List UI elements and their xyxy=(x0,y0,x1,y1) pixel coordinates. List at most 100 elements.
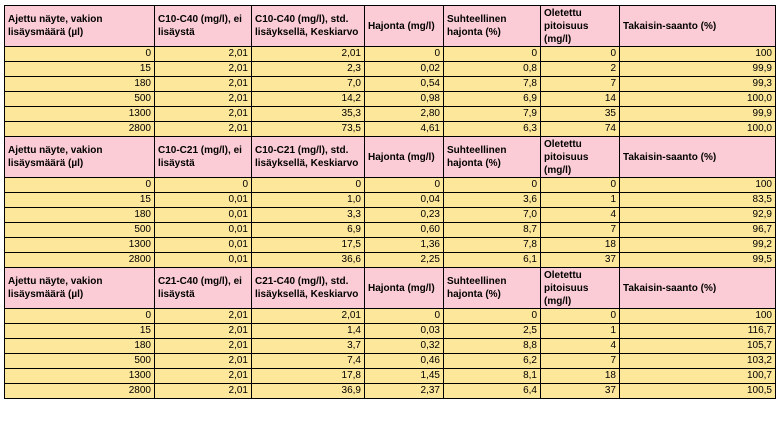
cell-relative-deviation: 7,8 xyxy=(443,237,541,253)
cell-relative-deviation: 0 xyxy=(443,308,541,324)
header-expected-concentration: Oletettu pitoisuus (mg/l) xyxy=(540,136,620,178)
cell-deviation: 0 xyxy=(364,308,444,324)
cell-no-addition: 2,01 xyxy=(154,368,252,384)
header-no-addition: C21-C40 (mg/l), ei lisäystä xyxy=(154,267,252,309)
cell-expected-concentration: 7 xyxy=(540,76,620,92)
cell-std-addition-mean: 14,2 xyxy=(251,91,365,107)
cell-relative-deviation: 0 xyxy=(443,46,541,62)
cell-no-addition: 2,01 xyxy=(154,338,252,354)
cell-no-addition: 2,01 xyxy=(154,91,252,107)
cell-std-addition-mean: 2,3 xyxy=(251,61,365,77)
table-row: 500 2,01 7,4 0,46 6,2 7 103,2 xyxy=(4,353,776,369)
cell-expected-concentration: 7 xyxy=(540,222,620,238)
cell-expected-concentration: 0 xyxy=(540,308,620,324)
cell-recovery: 92,9 xyxy=(619,207,776,223)
cell-relative-deviation: 3,6 xyxy=(443,192,541,208)
table-row: 500 0,01 6,9 0,60 8,7 7 96,7 xyxy=(4,222,776,238)
cell-recovery: 96,7 xyxy=(619,222,776,238)
cell-expected-concentration: 18 xyxy=(540,368,620,384)
table-row: 1300 2,01 17,8 1,45 8,1 18 100,7 xyxy=(4,368,776,384)
cell-std-addition-mean: 2,01 xyxy=(251,46,365,62)
cell-no-addition: 2,01 xyxy=(154,383,252,399)
cell-recovery: 100,5 xyxy=(619,383,776,399)
table-row: 2800 0,01 36,6 2,25 6,1 37 99,5 xyxy=(4,252,776,268)
cell-no-addition: 2,01 xyxy=(154,61,252,77)
cell-deviation: 1,45 xyxy=(364,368,444,384)
header-expected-concentration: Oletettu pitoisuus (mg/l) xyxy=(540,5,620,47)
cell-no-addition: 2,01 xyxy=(154,106,252,122)
header-relative-deviation: Suhteellinen hajonta (%) xyxy=(443,267,541,309)
cell-recovery: 100,0 xyxy=(619,121,776,137)
cell-recovery: 100,7 xyxy=(619,368,776,384)
cell-std-addition-mean: 3,7 xyxy=(251,338,365,354)
table-row: 180 2,01 3,7 0,32 8,8 4 105,7 xyxy=(4,338,776,354)
cell-no-addition: 2,01 xyxy=(154,76,252,92)
cell-recovery: 116,7 xyxy=(619,323,776,339)
cell-expected-concentration: 0 xyxy=(540,46,620,62)
cell-relative-deviation: 6,4 xyxy=(443,383,541,399)
cell-no-addition: 0,01 xyxy=(154,192,252,208)
cell-std-addition-mean: 73,5 xyxy=(251,121,365,137)
cell-deviation: 0,60 xyxy=(364,222,444,238)
cell-expected-concentration: 4 xyxy=(540,338,620,354)
cell-sample-volume: 15 xyxy=(4,323,155,339)
cell-recovery: 99,3 xyxy=(619,76,776,92)
cell-recovery: 99,5 xyxy=(619,252,776,268)
cell-sample-volume: 0 xyxy=(4,308,155,324)
cell-recovery: 83,5 xyxy=(619,192,776,208)
cell-relative-deviation: 7,0 xyxy=(443,207,541,223)
cell-sample-volume: 180 xyxy=(4,76,155,92)
cell-relative-deviation: 8,7 xyxy=(443,222,541,238)
cell-sample-volume: 2800 xyxy=(4,252,155,268)
header-deviation: Hajonta (mg/l) xyxy=(364,136,444,178)
cell-expected-concentration: 35 xyxy=(540,106,620,122)
cell-std-addition-mean: 7,0 xyxy=(251,76,365,92)
header-deviation: Hajonta (mg/l) xyxy=(364,5,444,47)
cell-sample-volume: 1300 xyxy=(4,368,155,384)
cell-deviation: 2,80 xyxy=(364,106,444,122)
cell-sample-volume: 180 xyxy=(4,338,155,354)
table-row: 0 2,01 2,01 0 0 0 100 xyxy=(4,308,776,324)
section-header-row: Ajettu näyte, vakion lisäysmäärä (µl) C21… xyxy=(4,267,776,309)
cell-relative-deviation: 6,9 xyxy=(443,91,541,107)
cell-expected-concentration: 14 xyxy=(540,91,620,107)
cell-expected-concentration: 4 xyxy=(540,207,620,223)
header-std-addition-mean: C21-C40 (mg/l), std. lisäyksellä, Keskia… xyxy=(251,267,365,309)
header-recovery: Takaisin-saanto (%) xyxy=(619,5,776,47)
cell-relative-deviation: 8,8 xyxy=(443,338,541,354)
cell-relative-deviation: 2,5 xyxy=(443,323,541,339)
header-deviation: Hajonta (mg/l) xyxy=(364,267,444,309)
section-header-row: Ajettu näyte, vakion lisäysmäärä (µl) C10… xyxy=(4,5,776,47)
header-std-addition-mean: C10-C40 (mg/l), std. lisäyksellä, Keskia… xyxy=(251,5,365,47)
cell-sample-volume: 180 xyxy=(4,207,155,223)
cell-no-addition: 0 xyxy=(154,177,252,193)
table-row: 15 2,01 2,3 0,02 0,8 2 99,9 xyxy=(4,61,776,77)
header-expected-concentration: Oletettu pitoisuus (mg/l) xyxy=(540,267,620,309)
cell-relative-deviation: 7,9 xyxy=(443,106,541,122)
cell-std-addition-mean: 0 xyxy=(251,177,365,193)
cell-deviation: 0,54 xyxy=(364,76,444,92)
cell-no-addition: 2,01 xyxy=(154,308,252,324)
cell-std-addition-mean: 1,4 xyxy=(251,323,365,339)
header-recovery: Takaisin-saanto (%) xyxy=(619,267,776,309)
cell-expected-concentration: 37 xyxy=(540,252,620,268)
cell-deviation: 2,25 xyxy=(364,252,444,268)
cell-expected-concentration: 18 xyxy=(540,237,620,253)
cell-sample-volume: 15 xyxy=(4,192,155,208)
table-row: 180 2,01 7,0 0,54 7,8 7 99,3 xyxy=(4,76,776,92)
cell-deviation: 0,03 xyxy=(364,323,444,339)
cell-std-addition-mean: 3,3 xyxy=(251,207,365,223)
table-row: 15 2,01 1,4 0,03 2,5 1 116,7 xyxy=(4,323,776,339)
cell-deviation: 0,46 xyxy=(364,353,444,369)
table-row: 2800 2,01 73,5 4,61 6,3 74 100,0 xyxy=(4,121,776,137)
cell-deviation: 0,02 xyxy=(364,61,444,77)
cell-deviation: 2,37 xyxy=(364,383,444,399)
cell-no-addition: 0,01 xyxy=(154,252,252,268)
cell-relative-deviation: 7,8 xyxy=(443,76,541,92)
cell-std-addition-mean: 6,9 xyxy=(251,222,365,238)
header-sample-volume: Ajettu näyte, vakion lisäysmäärä (µl) xyxy=(4,267,155,309)
table-row: 0 0 0 0 0 0 100 xyxy=(4,177,776,193)
table-row: 15 0,01 1,0 0,04 3,6 1 83,5 xyxy=(4,192,776,208)
cropped-caption-strip xyxy=(0,0,776,5)
cell-recovery: 99,9 xyxy=(619,106,776,122)
